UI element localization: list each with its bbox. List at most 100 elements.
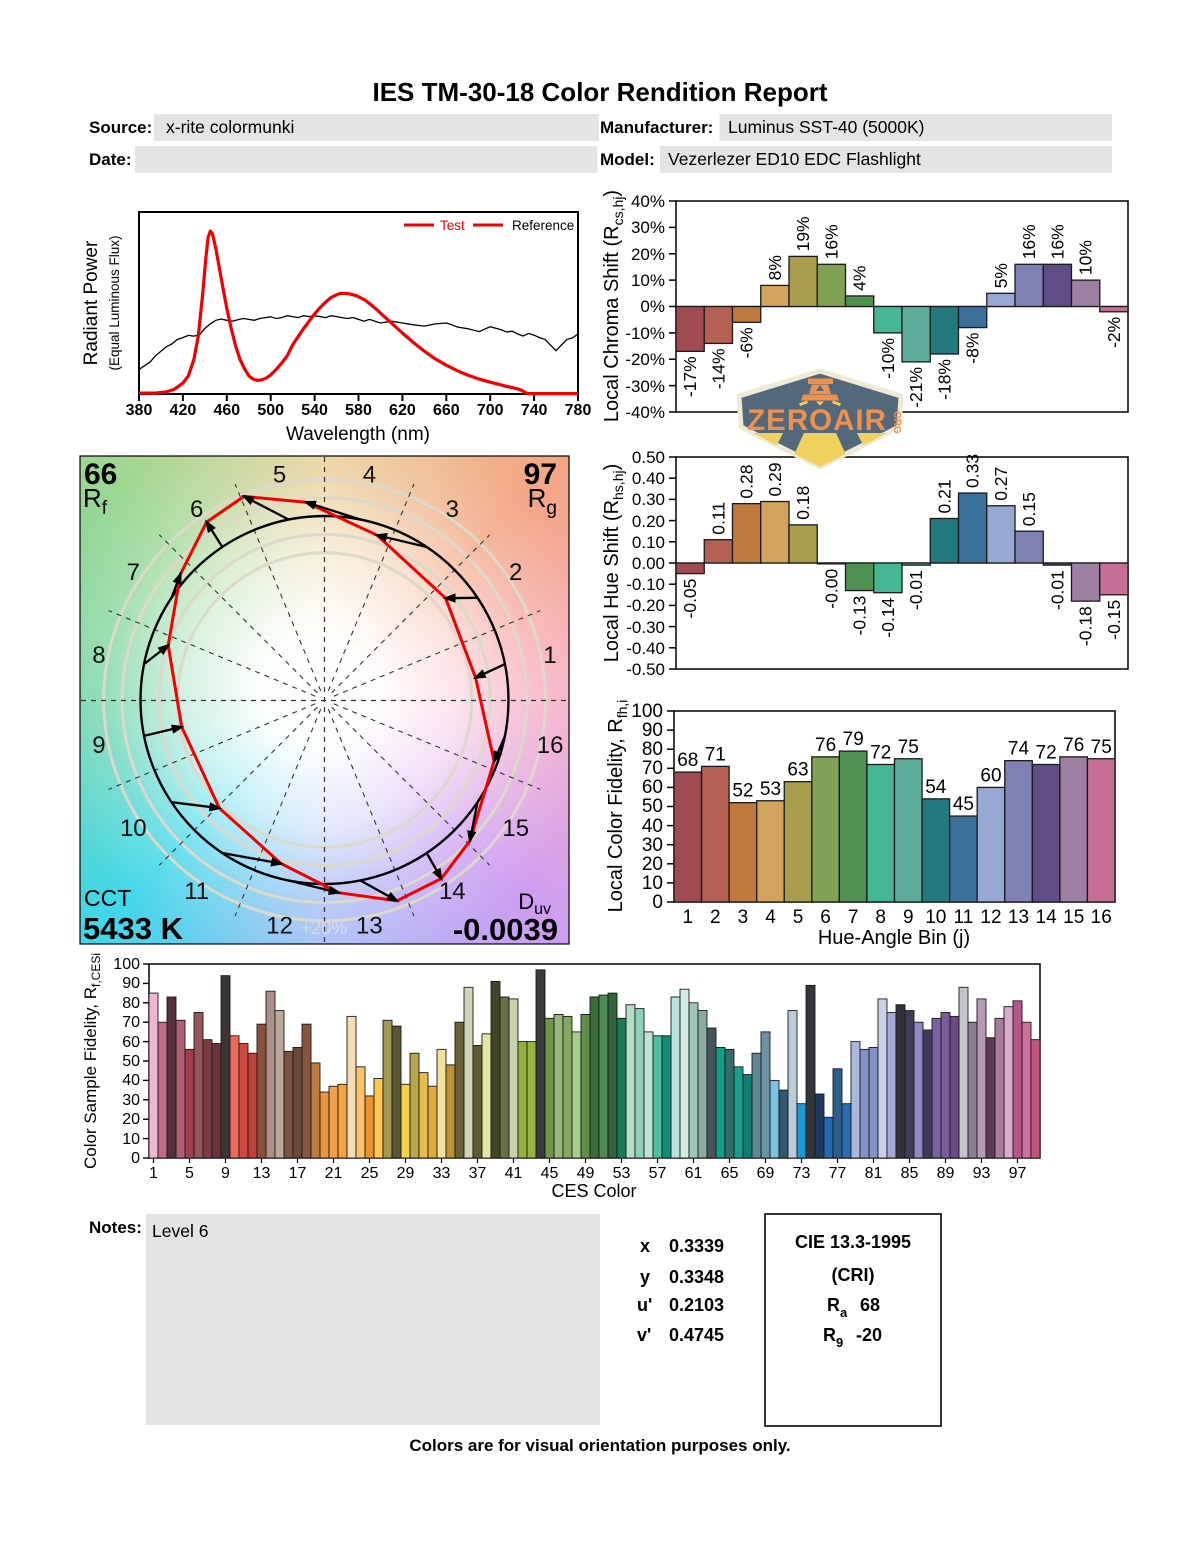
- svg-text:u': u': [637, 1295, 652, 1315]
- svg-text:6: 6: [190, 496, 203, 523]
- svg-text:57: 57: [649, 1165, 667, 1182]
- svg-text:11: 11: [954, 907, 974, 928]
- svg-text:1: 1: [683, 907, 694, 928]
- svg-text:0.33: 0.33: [963, 454, 983, 488]
- svg-text:0: 0: [652, 892, 663, 913]
- svg-text:0.00: 0.00: [632, 554, 665, 573]
- svg-text:-20: -20: [856, 1325, 882, 1345]
- svg-text:380: 380: [126, 402, 153, 419]
- svg-text:Local Chroma Shift (Rcs,hj): Local Chroma Shift (Rcs,hj): [601, 190, 626, 422]
- svg-text:69: 69: [757, 1165, 775, 1182]
- svg-text:65: 65: [721, 1165, 739, 1182]
- svg-text:Date:: Date:: [89, 150, 132, 169]
- svg-text:80: 80: [122, 995, 140, 1012]
- svg-text:-0.10: -0.10: [626, 575, 665, 594]
- svg-text:460: 460: [213, 402, 240, 419]
- svg-text:10: 10: [925, 907, 946, 928]
- svg-text:70: 70: [122, 1014, 140, 1031]
- svg-text:74: 74: [1008, 739, 1030, 760]
- svg-text:97: 97: [524, 458, 557, 491]
- svg-text:0.3339: 0.3339: [669, 1236, 724, 1256]
- svg-text:40: 40: [642, 816, 663, 837]
- svg-text:68: 68: [860, 1295, 880, 1315]
- svg-text:97: 97: [1009, 1165, 1027, 1182]
- svg-text:0: 0: [131, 1150, 140, 1167]
- svg-text:41: 41: [505, 1165, 523, 1182]
- svg-text:0.30: 0.30: [632, 490, 665, 509]
- svg-text:0.11: 0.11: [708, 502, 728, 535]
- svg-text:-0.05: -0.05: [680, 579, 700, 619]
- svg-text:49: 49: [577, 1165, 595, 1182]
- svg-text:70: 70: [642, 758, 663, 779]
- svg-text:780: 780: [565, 402, 592, 419]
- svg-text:0.4745: 0.4745: [669, 1325, 724, 1345]
- svg-text:Colors are for visual orientat: Colors are for visual orientation purpos…: [409, 1436, 790, 1455]
- svg-text:420: 420: [170, 402, 197, 419]
- svg-text:5433 K: 5433 K: [83, 911, 184, 946]
- svg-text:40: 40: [122, 1072, 140, 1089]
- svg-text:Manufacturer:: Manufacturer:: [600, 118, 713, 137]
- svg-text:-20%: -20%: [625, 350, 665, 369]
- svg-text:12: 12: [266, 913, 293, 940]
- svg-text:2: 2: [509, 559, 522, 586]
- svg-text:-0.0039: -0.0039: [453, 912, 558, 947]
- svg-text:660: 660: [433, 402, 460, 419]
- svg-text:-14%: -14%: [708, 348, 728, 389]
- svg-text:20%: 20%: [631, 245, 665, 264]
- svg-text:-0.14: -0.14: [878, 597, 898, 637]
- svg-text:CCT: CCT: [84, 885, 131, 911]
- svg-text:740: 740: [521, 402, 548, 419]
- svg-text:IES TM-30-18 Color Rendition R: IES TM-30-18 Color Rendition Report: [372, 77, 827, 107]
- svg-text:30%: 30%: [631, 218, 665, 237]
- svg-text:-6%: -6%: [737, 327, 757, 358]
- svg-text:5: 5: [185, 1165, 194, 1182]
- svg-text:75: 75: [1091, 737, 1112, 758]
- svg-text:ZEROAIR: ZEROAIR: [747, 404, 887, 437]
- svg-text:9: 9: [903, 907, 914, 928]
- svg-text:60: 60: [642, 777, 663, 798]
- svg-text:30: 30: [122, 1092, 140, 1109]
- svg-text:-0.18: -0.18: [1076, 606, 1096, 646]
- svg-text:Reference: Reference: [512, 218, 574, 233]
- svg-text:0.50: 0.50: [632, 448, 665, 467]
- svg-text:Luminus SST-40 (5000K): Luminus SST-40 (5000K): [728, 117, 925, 137]
- svg-text:Local Hue Shift (Rhs,hj): Local Hue Shift (Rhs,hj): [601, 464, 626, 663]
- svg-text:y: y: [640, 1267, 650, 1287]
- svg-text:-0.01: -0.01: [1047, 570, 1067, 610]
- svg-text:x: x: [640, 1236, 650, 1256]
- svg-text:-21%: -21%: [906, 367, 926, 408]
- svg-text:0.20: 0.20: [632, 512, 665, 531]
- svg-text:ORG: ORG: [891, 411, 902, 434]
- svg-text:Local Color Fidelity, Rfh,i: Local Color Fidelity, Rfh,i: [605, 700, 630, 913]
- svg-text:-0.00: -0.00: [821, 569, 841, 609]
- svg-text:20: 20: [642, 854, 663, 875]
- svg-text:90: 90: [122, 975, 140, 992]
- svg-text:8: 8: [92, 642, 105, 669]
- svg-text:100: 100: [631, 701, 663, 722]
- svg-text:10%: 10%: [1076, 240, 1096, 275]
- svg-text:11: 11: [184, 878, 209, 905]
- svg-text:15: 15: [1063, 907, 1084, 928]
- svg-text:Hue-Angle Bin (j): Hue-Angle Bin (j): [818, 927, 970, 949]
- svg-text:45: 45: [541, 1165, 559, 1182]
- svg-text:-0.30: -0.30: [626, 618, 665, 637]
- svg-text:0.10: 0.10: [632, 533, 665, 552]
- svg-text:5%: 5%: [991, 263, 1011, 288]
- svg-text:60: 60: [122, 1034, 140, 1051]
- svg-text:9: 9: [92, 732, 105, 759]
- svg-text:16: 16: [1091, 907, 1112, 928]
- svg-text:620: 620: [389, 402, 416, 419]
- svg-text:37: 37: [469, 1165, 487, 1182]
- svg-text:13: 13: [1008, 907, 1029, 928]
- svg-text:(Equal Luminous Flux): (Equal Luminous Flux): [107, 235, 122, 370]
- svg-text:50: 50: [642, 796, 663, 817]
- svg-text:10%: 10%: [631, 271, 665, 290]
- svg-text:-10%: -10%: [625, 324, 665, 343]
- svg-text:14: 14: [1036, 907, 1058, 928]
- svg-text:10: 10: [642, 873, 663, 894]
- svg-text:Source:: Source:: [89, 118, 152, 137]
- svg-text:72: 72: [1036, 743, 1057, 764]
- svg-text:-40%: -40%: [625, 403, 665, 422]
- svg-text:0.2103: 0.2103: [669, 1295, 724, 1315]
- svg-text:0.3348: 0.3348: [669, 1267, 724, 1287]
